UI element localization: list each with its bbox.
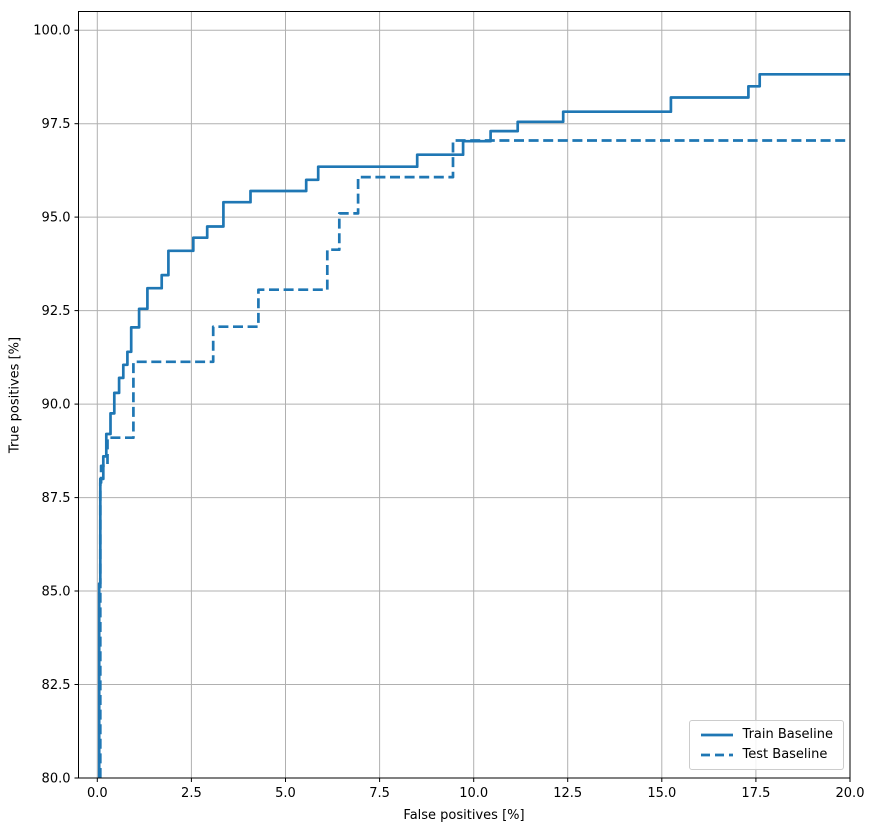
x-tick-label: 20.0 — [836, 786, 865, 801]
series-line-test — [98, 139, 850, 778]
x-tick-label: 10.0 — [459, 786, 488, 801]
y-tick-label: 80.0 — [42, 772, 71, 787]
x-tick-label: 0.0 — [87, 786, 108, 801]
x-axis-title: False positives [%] — [403, 808, 525, 823]
grid — [78, 11, 851, 779]
test-line-sample-icon — [700, 753, 733, 757]
y-tick-label: 90.0 — [42, 398, 71, 413]
series-line-train — [97, 72, 850, 778]
y-tick-label: 95.0 — [42, 211, 71, 226]
y-tick-label: 97.5 — [42, 117, 71, 132]
x-tick-label: 17.5 — [741, 786, 770, 801]
legend-entry-train: Train Baseline — [700, 727, 833, 743]
x-tick-label: 5.0 — [275, 786, 296, 801]
legend-label-train: Train Baseline — [742, 726, 833, 742]
legend: Train Baseline Test Baseline — [688, 719, 844, 770]
y-tick-label: 87.5 — [42, 491, 71, 506]
x-tick-label: 7.5 — [369, 786, 390, 801]
y-tick-label: 85.0 — [42, 585, 71, 600]
train-line-sample-icon — [700, 733, 733, 736]
x-tick-label: 15.0 — [647, 786, 676, 801]
axes-frame — [78, 11, 851, 779]
axes: 0.0 2.5 5.0 7.5 10.0 12.5 15.0 17.5 20.0 80.0 82.5… — [33, 11, 865, 801]
y-tick-label: 92.5 — [42, 304, 71, 319]
series — [97, 72, 850, 778]
y-axis-title: True positives [%] — [7, 336, 23, 454]
y-tick-label: 82.5 — [42, 678, 71, 693]
x-tick-label: 12.5 — [553, 786, 582, 801]
legend-label-test: Test Baseline — [742, 746, 828, 762]
y-tick-label: 100.0 — [33, 24, 70, 39]
legend-entry-test: Test Baseline — [700, 747, 833, 763]
x-tick-label: 2.5 — [181, 786, 202, 801]
